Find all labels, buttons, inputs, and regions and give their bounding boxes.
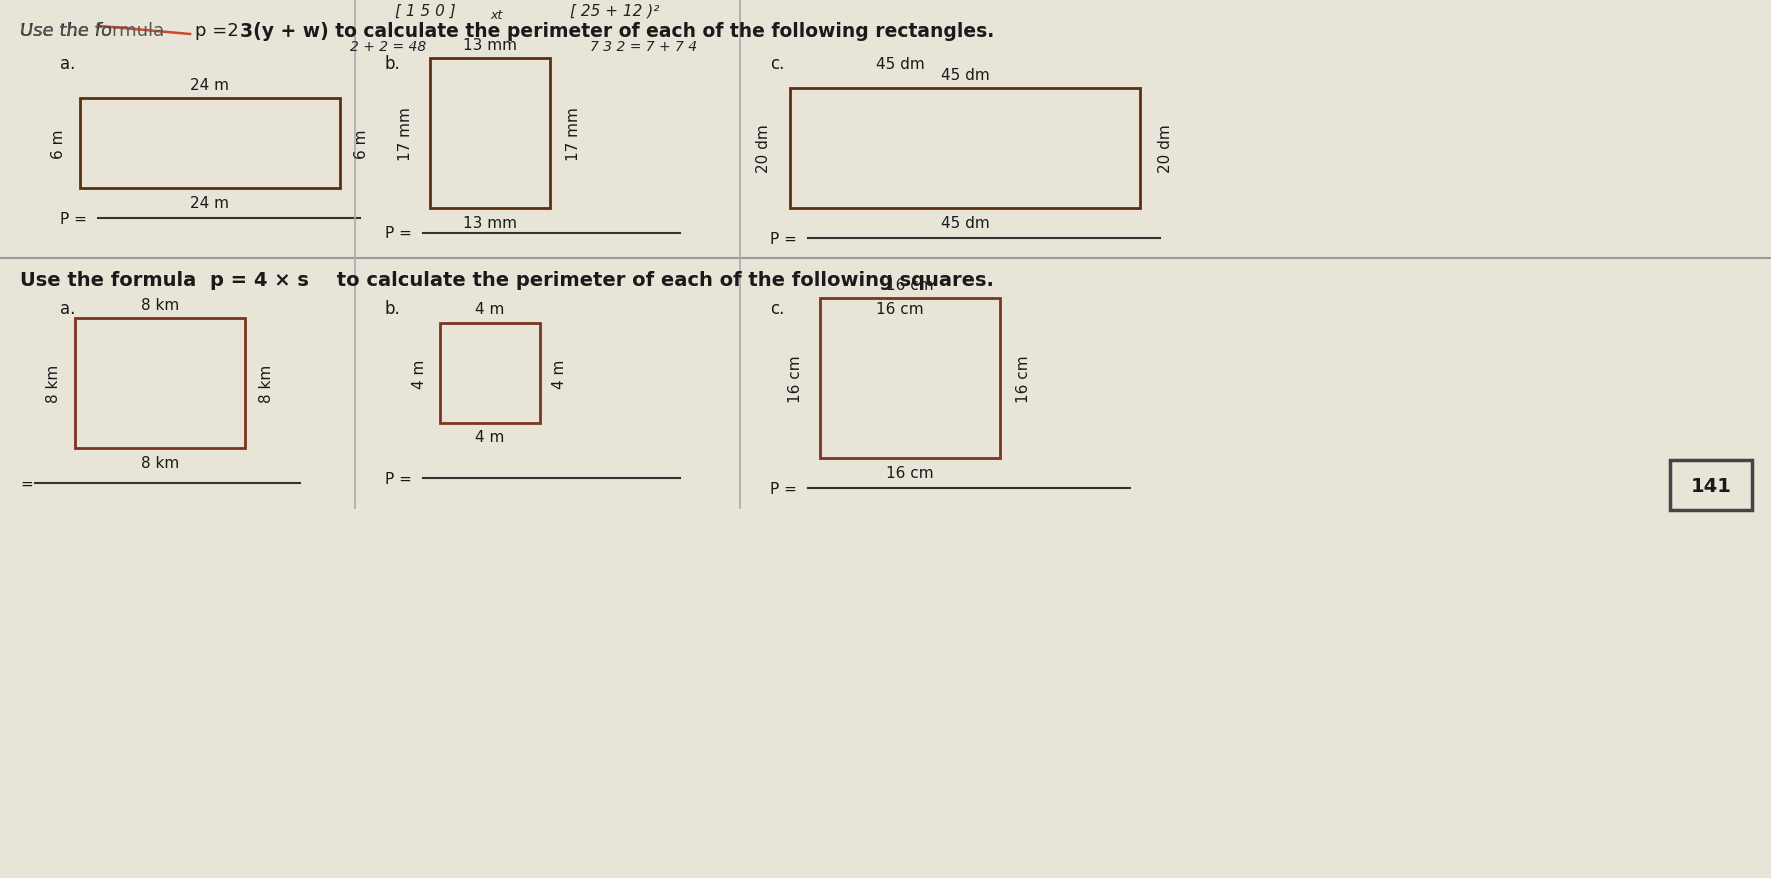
Text: xt: xt (491, 9, 503, 22)
Text: 6 m: 6 m (51, 129, 66, 159)
Text: 7 3 2 = 7 + 7 4: 7 3 2 = 7 + 7 4 (590, 40, 698, 54)
Text: 8 km: 8 km (260, 364, 275, 403)
Bar (80, 99, 340, 189)
Text: b.: b. (384, 299, 400, 318)
Text: 24 m: 24 m (191, 77, 230, 92)
Bar (1670, 460, 1752, 510)
Text: p = 4 × s: p = 4 × s (211, 271, 308, 290)
Text: 16 cm: 16 cm (877, 301, 924, 316)
Text: b.: b. (384, 55, 400, 73)
Text: 4 m: 4 m (475, 430, 505, 445)
Text: c.: c. (770, 55, 785, 73)
Text: Use the formula: Use the formula (19, 271, 204, 290)
Text: [ 25 + 12 )²: [ 25 + 12 )² (570, 4, 659, 18)
Text: to calculate the perimeter of each of the following squares.: to calculate the perimeter of each of th… (329, 271, 994, 290)
Text: =: = (19, 476, 32, 491)
Text: 16 cm: 16 cm (886, 465, 933, 480)
Text: 17 mm: 17 mm (567, 107, 581, 161)
Text: 4 m: 4 m (475, 302, 505, 317)
Text: 45 dm: 45 dm (940, 68, 990, 83)
Text: 13 mm: 13 mm (462, 215, 517, 230)
Text: P =: P = (770, 481, 797, 496)
Text: Use the fo: Use the fo (19, 22, 112, 40)
Text: 45 dm: 45 dm (940, 215, 990, 230)
Text: 45 dm: 45 dm (875, 56, 924, 71)
Text: 16 cm: 16 cm (1017, 355, 1031, 402)
Text: 16 cm: 16 cm (788, 355, 804, 402)
Text: 4 m: 4 m (413, 359, 427, 388)
Text: 3(y + w) to calculate the perimeter of each of the following rectangles.: 3(y + w) to calculate the perimeter of e… (241, 21, 994, 40)
Text: [ 1 5 0 ]: [ 1 5 0 ] (395, 4, 455, 18)
Text: 16 cm: 16 cm (886, 277, 933, 292)
Text: 20 dm: 20 dm (756, 125, 772, 173)
Text: P =: P = (384, 227, 413, 241)
Text: 24 m: 24 m (191, 195, 230, 210)
Text: Use the formula: Use the formula (19, 22, 165, 40)
Text: 141: 141 (1691, 476, 1732, 495)
Text: 20 dm: 20 dm (1158, 125, 1174, 173)
Text: 4 m: 4 m (553, 359, 567, 388)
Bar (74, 319, 244, 449)
Text: 6 m: 6 m (354, 129, 370, 159)
Text: c.: c. (770, 299, 785, 318)
Text: a.: a. (60, 55, 76, 73)
Text: 2 + 2 = 48: 2 + 2 = 48 (351, 40, 427, 54)
Text: 8 km: 8 km (142, 455, 179, 470)
Bar (790, 89, 1141, 209)
Text: p =2: p =2 (195, 22, 239, 40)
Bar (430, 59, 551, 209)
Text: 8 km: 8 km (46, 364, 60, 403)
Text: 8 km: 8 km (142, 297, 179, 313)
Text: P =: P = (384, 471, 413, 486)
Bar (820, 299, 1001, 458)
Text: a.: a. (60, 299, 76, 318)
Text: 13 mm: 13 mm (462, 38, 517, 53)
Bar (439, 324, 540, 423)
Text: 17 mm: 17 mm (398, 107, 413, 161)
Text: P =: P = (770, 231, 797, 246)
Text: P =: P = (60, 212, 87, 227)
